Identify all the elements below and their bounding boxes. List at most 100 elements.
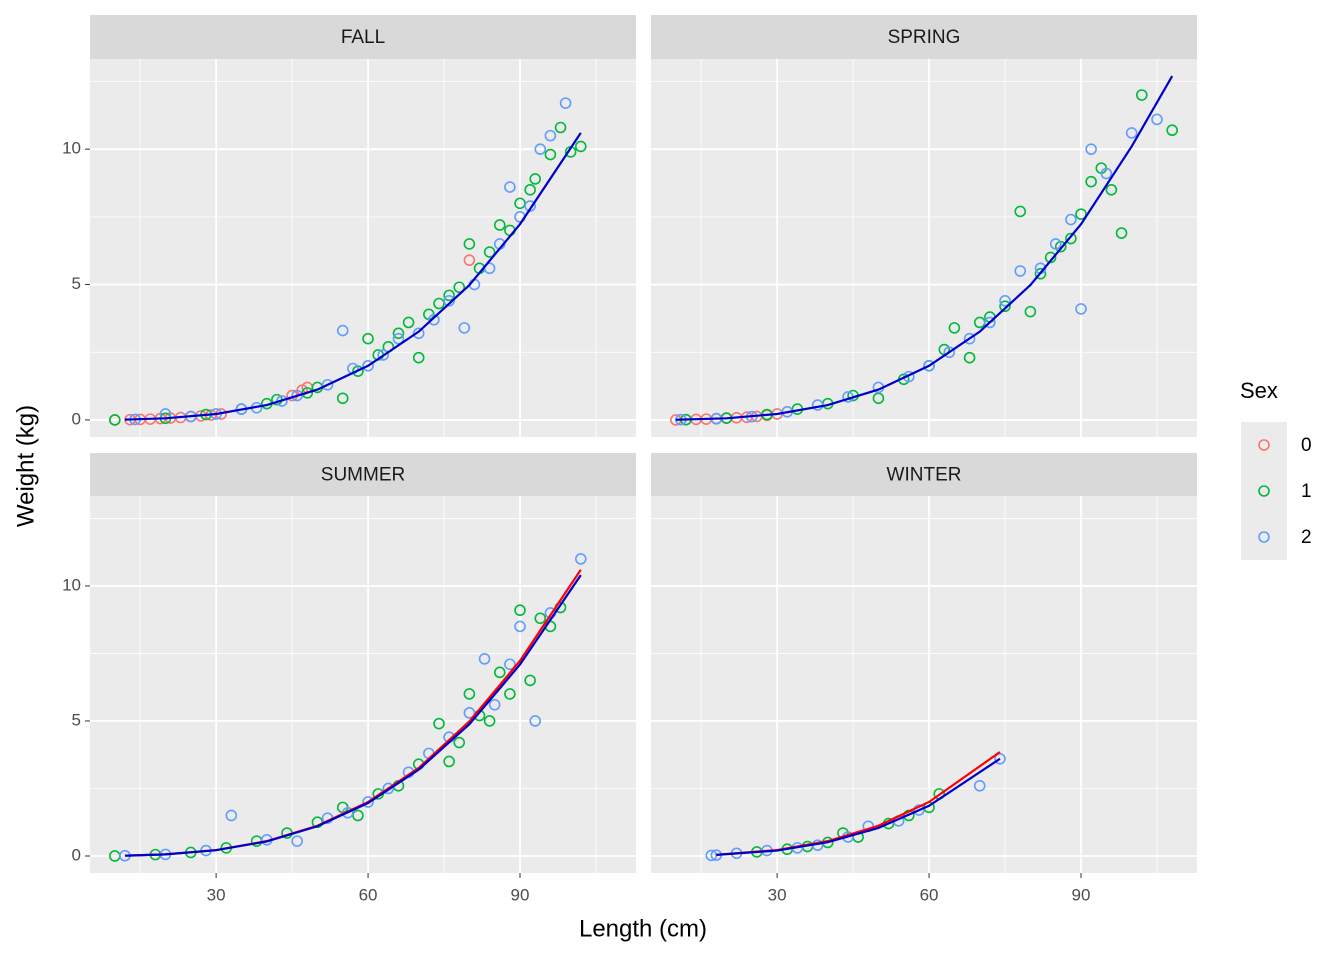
- point: [225, 809, 238, 822]
- point: [1014, 265, 1027, 277]
- strip-label: FALL: [341, 27, 385, 48]
- point: [514, 604, 526, 617]
- strip: [651, 453, 1197, 496]
- point: [382, 782, 395, 795]
- legend-title: Sex: [1240, 378, 1278, 403]
- point: [872, 392, 885, 405]
- point: [559, 97, 572, 109]
- point: [943, 346, 956, 359]
- y-axis-title: Weight (kg): [12, 405, 39, 527]
- point: [377, 349, 390, 361]
- panel: [651, 496, 1197, 873]
- y-tick-label: 5: [72, 710, 81, 729]
- fit-line: [675, 75, 1174, 421]
- panel-marks: [109, 97, 587, 426]
- point: [999, 295, 1011, 307]
- point: [458, 322, 471, 334]
- x-axis-title: Length (cm): [579, 915, 707, 942]
- point: [705, 849, 718, 862]
- point: [1100, 167, 1113, 180]
- point: [483, 715, 496, 727]
- point: [1151, 113, 1163, 126]
- legend-key: [1241, 514, 1287, 560]
- point: [923, 359, 935, 372]
- point: [1105, 183, 1118, 196]
- point: [412, 351, 425, 364]
- point: [478, 653, 491, 665]
- point: [524, 200, 536, 212]
- panel: [651, 59, 1197, 437]
- point: [574, 553, 587, 565]
- legend-symbol: [1258, 485, 1270, 497]
- strip: [90, 15, 636, 59]
- point: [463, 707, 476, 719]
- point: [963, 351, 976, 364]
- point: [994, 752, 1006, 765]
- panel-marks: [705, 751, 1006, 862]
- point: [1024, 305, 1037, 318]
- strip: [651, 15, 1197, 59]
- point: [1125, 127, 1138, 139]
- point: [504, 658, 516, 671]
- y-tick-label: 0: [72, 845, 81, 864]
- point: [524, 674, 536, 687]
- legend-label: 1: [1301, 481, 1312, 502]
- point: [1065, 213, 1077, 226]
- panel: [90, 59, 636, 437]
- point: [963, 332, 976, 345]
- point: [463, 254, 476, 266]
- point: [1075, 208, 1087, 220]
- point: [1044, 251, 1057, 264]
- point: [534, 612, 547, 625]
- legend-key: [1241, 468, 1287, 514]
- point: [1166, 124, 1178, 137]
- x-tick-label: 60: [920, 885, 939, 904]
- fit-line: [124, 132, 582, 421]
- strip: [90, 453, 636, 496]
- point: [336, 392, 349, 405]
- point: [1049, 238, 1062, 250]
- point: [524, 183, 536, 196]
- point: [109, 414, 121, 426]
- point: [514, 620, 526, 633]
- point: [301, 387, 314, 399]
- point: [1034, 267, 1047, 280]
- legend-label: 0: [1301, 435, 1312, 456]
- panel-marks: [109, 553, 587, 862]
- point: [1075, 303, 1087, 315]
- point: [488, 698, 501, 711]
- point: [1085, 143, 1097, 155]
- y-tick-label: 10: [62, 575, 81, 594]
- point: [443, 295, 455, 307]
- point: [554, 121, 567, 134]
- point: [1014, 205, 1027, 218]
- point: [463, 238, 476, 250]
- point: [999, 300, 1011, 313]
- x-tick-label: 60: [359, 885, 378, 904]
- x-tick-label: 30: [768, 885, 787, 904]
- y-tick-label: 5: [72, 274, 81, 293]
- fit-line: [716, 757, 1001, 856]
- x-tick-label: 30: [207, 885, 226, 904]
- point: [1135, 89, 1148, 101]
- point: [412, 327, 425, 340]
- strip-label: WINTER: [887, 465, 962, 486]
- point: [529, 173, 542, 185]
- fit-line: [124, 574, 582, 857]
- strip-label: SUMMER: [321, 465, 405, 486]
- point: [392, 332, 405, 345]
- x-tick-label: 90: [1072, 885, 1091, 904]
- point: [291, 835, 303, 847]
- y-tick-label: 0: [72, 409, 81, 428]
- legend-symbol: [1258, 439, 1270, 451]
- point: [984, 316, 996, 329]
- point: [493, 666, 506, 679]
- legend-label: 2: [1301, 527, 1312, 548]
- point: [433, 297, 445, 310]
- point: [534, 143, 547, 155]
- point: [428, 313, 440, 326]
- point: [443, 755, 455, 768]
- point: [291, 389, 303, 402]
- strip-label: SPRING: [888, 27, 961, 48]
